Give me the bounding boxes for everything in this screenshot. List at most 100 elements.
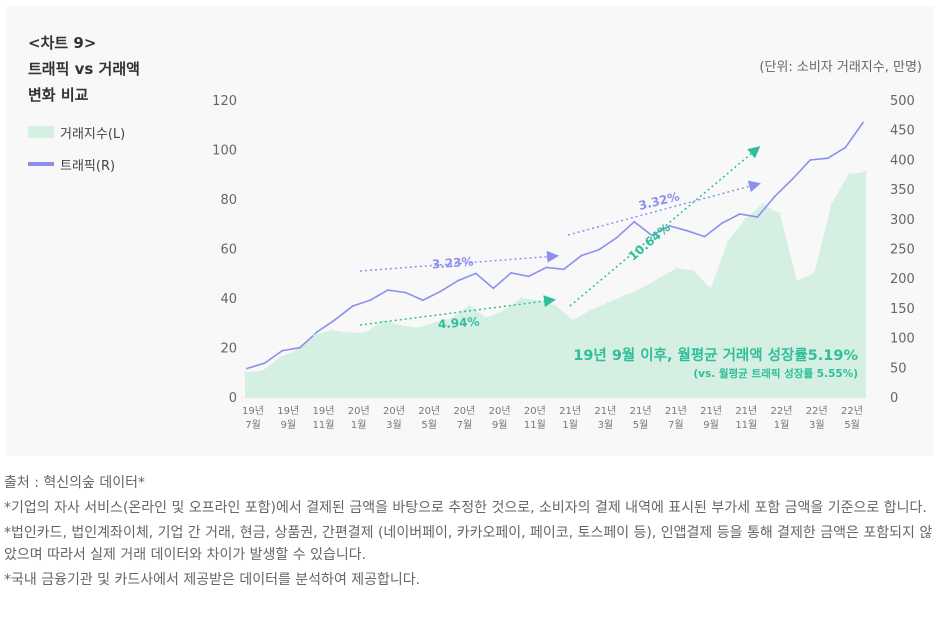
footnote-1: *기업의 자사 서비스(온라인 및 오프라인 포함)에서 결제된 금액을 바탕으…	[4, 500, 927, 516]
x-tick-month: 5월	[421, 419, 437, 431]
area-point	[589, 309, 591, 312]
area-point	[520, 297, 522, 299]
x-tick-month: 3월	[386, 419, 402, 431]
left-tick-label: 120	[212, 94, 237, 109]
line-point	[756, 216, 759, 218]
line-point	[774, 195, 776, 198]
line-point	[316, 330, 319, 333]
area-point	[416, 326, 419, 329]
area-point	[244, 371, 246, 374]
right-tick-label: 400	[890, 153, 915, 168]
line-point	[633, 220, 636, 223]
x-tick-year: 21년	[594, 405, 616, 417]
annotation-3-23: 3.23%	[431, 255, 474, 272]
line-point	[668, 225, 671, 227]
x-tick-month: 3월	[809, 419, 825, 431]
x-tick-month: 9월	[280, 419, 296, 431]
line-point	[492, 287, 495, 290]
legend: 거래지수(L) 트래픽(R)	[28, 122, 125, 186]
series-line-traffic	[246, 122, 864, 370]
line-point	[650, 234, 653, 237]
x-tick-month: 7월	[668, 419, 684, 431]
legend-label-area: 거래지수(L)	[60, 126, 126, 142]
series-area-transactions	[245, 171, 866, 397]
right-tick-label: 50	[890, 361, 907, 376]
right-tick-label: 150	[890, 302, 915, 317]
x-tick-month: 1월	[351, 419, 367, 431]
x-tick-month: 5월	[633, 419, 649, 431]
line-point	[474, 272, 477, 275]
x-tick-year: 20년	[348, 405, 370, 417]
line-point	[598, 248, 600, 251]
title-line-2: 트래픽 vs 거래액	[28, 60, 140, 78]
subline-annotation: (vs. 월평균 트래픽 성장률 5.55%)	[693, 367, 858, 380]
line-point	[369, 299, 372, 302]
annotation-10-64: 10.64%	[626, 221, 673, 264]
right-tick-label: 100	[890, 332, 915, 347]
left-tick-label: 80	[220, 193, 237, 208]
line-point	[686, 229, 688, 232]
annotation-4-94: 4.94%	[437, 315, 480, 332]
x-tick-month: 5월	[844, 419, 860, 431]
headline-annotation: 19년 9월 이후, 월평균 거래액 성장률5.19%	[573, 346, 858, 364]
area-point	[295, 349, 298, 351]
right-tick-label: 200	[890, 272, 915, 287]
area-point	[796, 279, 798, 282]
x-tick-year: 20년	[453, 405, 475, 417]
right-tick-label: 0	[890, 391, 898, 406]
x-tick-year: 20년	[418, 405, 440, 417]
legend-item-line: 트래픽(R)	[28, 154, 125, 174]
line-point	[351, 305, 354, 307]
x-tick-year: 21년	[735, 405, 757, 417]
area-point	[364, 331, 367, 334]
x-tick-month: 7월	[245, 419, 261, 431]
area-point	[606, 301, 609, 304]
x-tick-month: 11월	[735, 419, 757, 431]
line-point	[545, 266, 548, 269]
x-tick-month: 3월	[598, 419, 614, 431]
x-tick-month: 7월	[457, 419, 473, 431]
x-tick-month: 9월	[703, 419, 719, 431]
legend-swatch-line	[28, 162, 54, 166]
line-point	[862, 121, 864, 124]
footnote-source: 출처 : 혁신의숲 데이터*	[4, 475, 145, 491]
line-point	[334, 318, 336, 321]
area-point	[382, 319, 384, 322]
area-point	[761, 202, 764, 205]
line-point	[439, 290, 442, 293]
x-tick-month: 1월	[562, 419, 578, 431]
area-point	[261, 370, 264, 372]
area-point	[278, 356, 281, 359]
x-tick-month: 9월	[492, 419, 508, 431]
line-point	[263, 362, 266, 364]
right-tick-label: 250	[890, 243, 915, 258]
left-tick-label: 60	[220, 243, 237, 258]
area-point	[451, 316, 453, 319]
x-tick-year: 21년	[700, 405, 722, 417]
right-tick-label: 450	[890, 124, 915, 139]
footnote-2: *법인카드, 법인계좌이체, 기업 간 거래, 현금, 상품권, 간편결제 (네…	[4, 525, 933, 563]
x-tick-year: 22년	[806, 405, 828, 417]
line-point	[826, 157, 829, 160]
line-point	[615, 236, 618, 239]
x-tick-year: 20년	[489, 405, 511, 417]
unit-label: (단위: 소비자 거래지수, 만명)	[759, 60, 922, 75]
left-tick-label: 100	[212, 144, 237, 159]
x-tick-year: 19년	[277, 405, 299, 417]
area-point	[330, 329, 333, 332]
area-point	[744, 217, 747, 220]
x-tick-year: 20년	[383, 405, 405, 417]
x-tick-year: 22년	[841, 405, 863, 417]
x-tick-year: 22년	[771, 405, 793, 417]
line-point	[844, 146, 847, 149]
left-tick-label: 40	[220, 292, 237, 307]
chart-title: <차트 9> 트래픽 vs 거래액 변화 비교	[28, 30, 140, 108]
legend-swatch-area	[28, 126, 54, 138]
area-point	[537, 299, 540, 302]
line-point	[809, 159, 812, 161]
area-point	[623, 294, 626, 297]
area-point	[399, 324, 402, 327]
area-point	[485, 316, 488, 319]
area-point	[502, 309, 505, 312]
area-point	[865, 170, 867, 173]
